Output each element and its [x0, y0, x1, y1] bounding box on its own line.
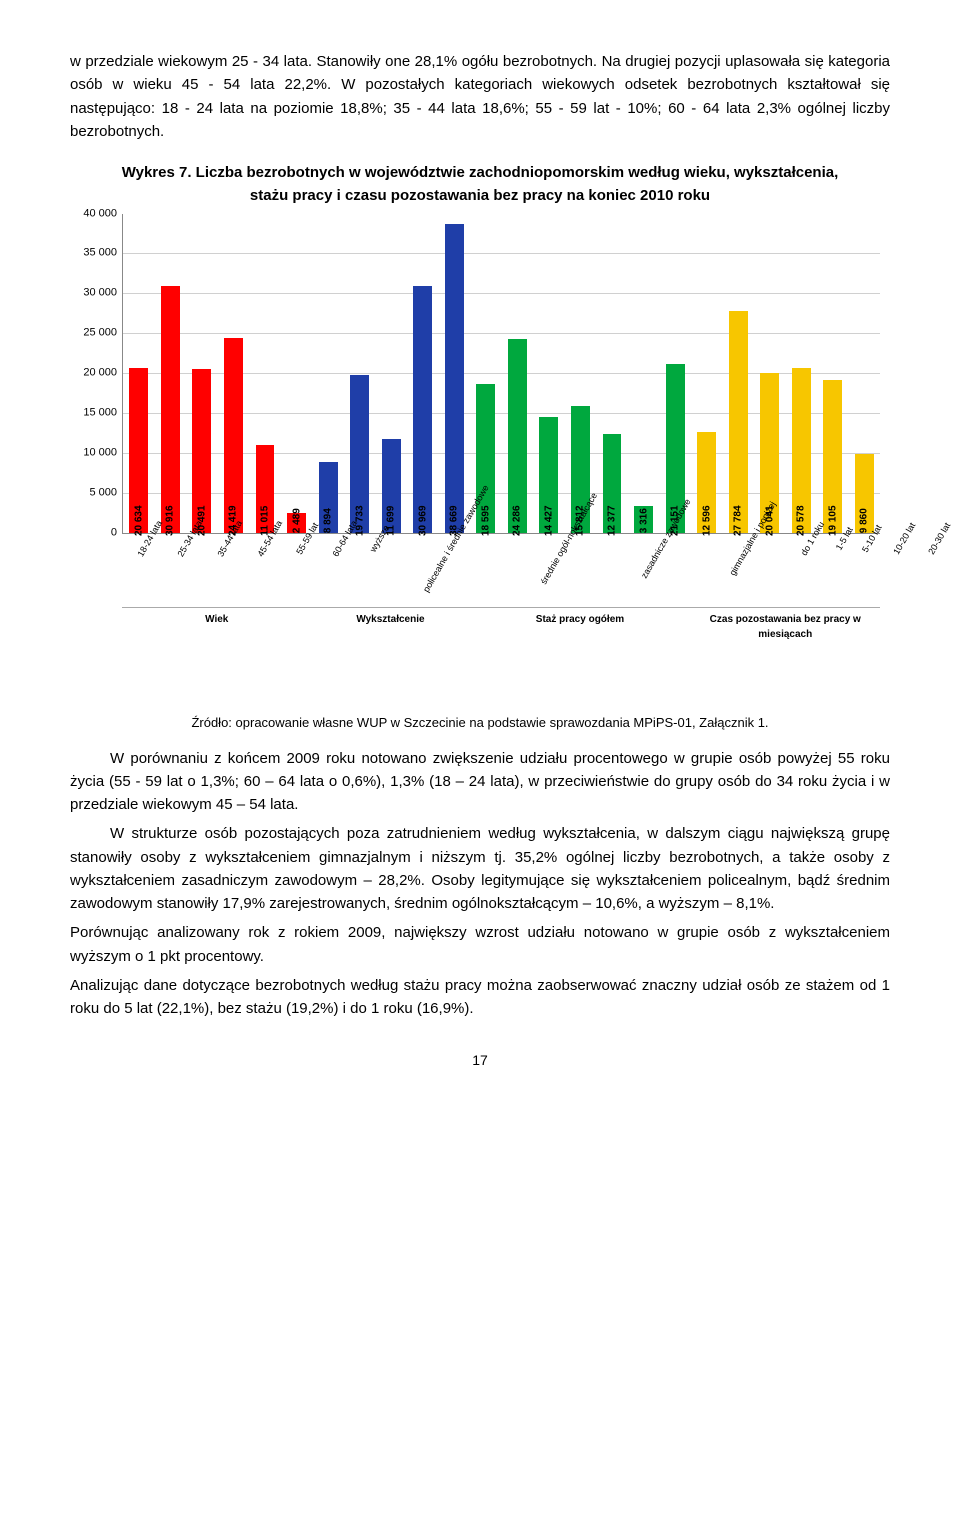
- bar-column: 20 491: [186, 214, 218, 533]
- chart-x-axis: 18-24 lata25-34 lata35-44 lata45-54 lata…: [122, 534, 880, 597]
- group-label: Wykształcenie: [312, 607, 470, 643]
- bar-column: 20 578: [785, 214, 817, 533]
- bar: 20 578: [792, 368, 811, 532]
- y-tick-label: 35 000: [77, 245, 117, 262]
- bar-column: 2 489: [281, 214, 313, 533]
- y-tick-label: 0: [77, 524, 117, 541]
- bar: 19 733: [350, 375, 369, 532]
- y-tick-label: 30 000: [77, 285, 117, 302]
- bar: 8 894: [319, 462, 338, 533]
- bar-column: 14 427: [533, 214, 565, 533]
- bar-column: 21 151: [659, 214, 691, 533]
- bar: 30 969: [413, 286, 432, 533]
- chart-source: Źródło: opracowanie własne WUP w Szczeci…: [70, 713, 890, 733]
- bar-column: 20 634: [123, 214, 155, 533]
- bar-column: 30 969: [407, 214, 439, 533]
- bar: 19 105: [823, 380, 842, 532]
- paragraph-5: Analizując dane dotyczące bezrobotnych w…: [70, 974, 890, 1021]
- y-tick-label: 15 000: [77, 404, 117, 421]
- bar: 27 784: [729, 311, 748, 533]
- bar-column: 27 784: [722, 214, 754, 533]
- group-label: Czas pozostawania bez pracy w miesiącach: [691, 607, 881, 643]
- bar-column: 12 596: [691, 214, 723, 533]
- group-label: Wiek: [122, 607, 312, 643]
- bars-container: 20 634 30 916 20 491 24 419 11 0152 489 8 894…: [123, 214, 880, 533]
- bar-column: 19 733: [344, 214, 376, 533]
- bar-value-label: 27 784: [730, 505, 746, 536]
- document-page: w przedziale wiekowym 25 - 34 lata. Stan…: [0, 0, 960, 1102]
- y-tick-label: 10 000: [77, 444, 117, 461]
- bar: 14 427: [539, 417, 558, 532]
- bar: 30 916: [161, 286, 180, 533]
- bar-column: 24 419: [218, 214, 250, 533]
- bar-value-label: 14 427: [541, 505, 557, 536]
- bar-column: 38 669: [438, 214, 470, 533]
- paragraph-2: W porównaniu z końcem 2009 roku notowano…: [70, 747, 890, 817]
- bar-column: 19 105: [817, 214, 849, 533]
- bar-column: 30 916: [155, 214, 187, 533]
- bar-column: 3 316: [628, 214, 660, 533]
- y-tick-label: 20 000: [77, 364, 117, 381]
- bar-column: 11 015: [249, 214, 281, 533]
- chart-title: Wykres 7. Liczba bezrobotnych w wojewódz…: [110, 161, 850, 208]
- chart-plot: 05 00010 00015 00020 00025 00030 00035 0…: [122, 214, 880, 534]
- page-number: 17: [70, 1050, 890, 1072]
- paragraph-3: W strukturze osób pozostających poza zat…: [70, 822, 890, 915]
- bar: 20 491: [192, 369, 211, 532]
- paragraph-1: w przedziale wiekowym 25 - 34 lata. Stan…: [70, 50, 890, 143]
- bar: 11 699: [382, 439, 401, 532]
- bar-column: 20 041: [754, 214, 786, 533]
- bar: 24 419: [224, 338, 243, 533]
- y-tick-label: 5 000: [77, 484, 117, 501]
- bar: 20 634: [129, 368, 148, 533]
- bar-column: 8 894: [312, 214, 344, 533]
- paragraph-4: Porównując analizowany rok z rokiem 2009…: [70, 921, 890, 968]
- bar-column: 24 286: [502, 214, 534, 533]
- bar: 38 669: [445, 224, 464, 532]
- bar-value-label: 30 969: [415, 505, 431, 536]
- chart: 0 5 000 10 000 15 000 20 000 25 000 30 000 35 0…: [80, 214, 880, 643]
- bar-column: 12 377: [596, 214, 628, 533]
- y-tick-label: 40 000: [77, 205, 117, 222]
- bar-column: 15 812: [565, 214, 597, 533]
- chart-group-row: WiekWykształcenieStaż pracy ogółemCzas p…: [122, 607, 880, 643]
- y-tick-label: 25 000: [77, 325, 117, 342]
- bar-column: 11 699: [375, 214, 407, 533]
- bar-column: 9 860: [849, 214, 881, 533]
- group-label: Staż pracy ogółem: [469, 607, 690, 643]
